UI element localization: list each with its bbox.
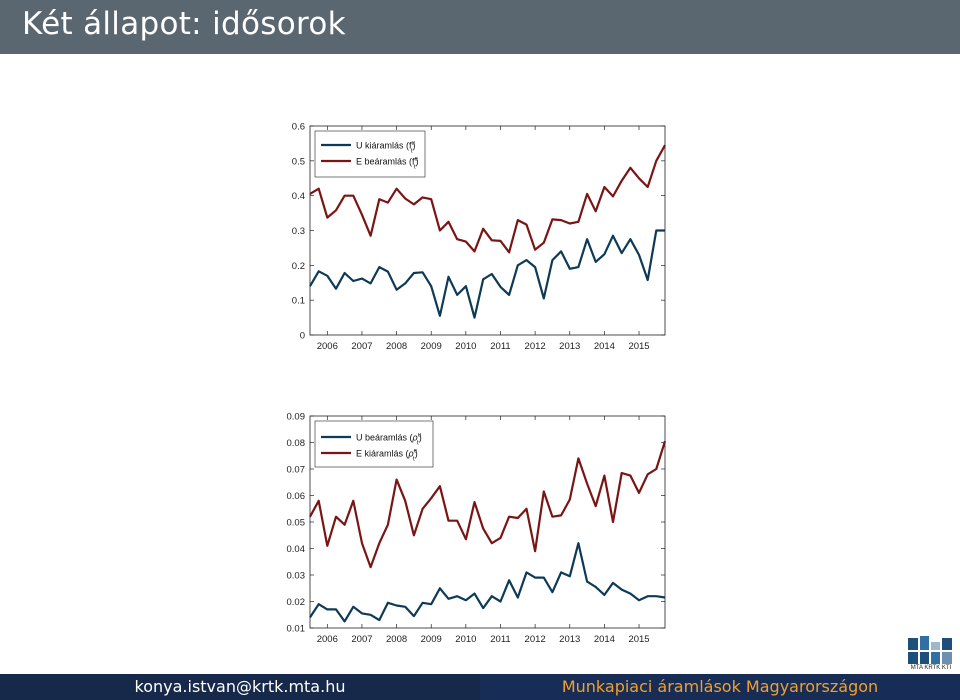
x-tick-label: 2012	[525, 634, 546, 645]
legend-label: U kiáramlás (fu t)	[356, 141, 416, 155]
y-tick-label: 0.6	[292, 122, 305, 133]
footer-presentation-title: Munkapiaci áramlások Magyarországon	[480, 674, 960, 700]
legend-label: E beáramlás (fe t)	[356, 157, 419, 171]
y-tick-label: 0.02	[287, 597, 306, 608]
logo-text: MTA KRTK KTI	[910, 665, 952, 671]
x-tick-label: 2012	[525, 341, 546, 352]
y-tick-label: 0.09	[287, 412, 306, 423]
x-tick-label: 2009	[421, 341, 442, 352]
x-tick-label: 2014	[594, 634, 615, 645]
mta-krtk-kti-logo	[908, 636, 952, 664]
y-tick-label: 0.03	[287, 571, 306, 582]
series-line-2	[309, 144, 666, 254]
y-tick-label: 0.2	[292, 261, 305, 272]
series-line-2	[309, 440, 667, 569]
y-tick-label: 0.3	[292, 226, 305, 237]
x-tick-label: 2011	[490, 634, 510, 645]
y-tick-label: 0.04	[287, 544, 306, 555]
legend-label: U beáramlás (ρu t)	[356, 433, 422, 447]
x-tick-label: 2007	[351, 341, 372, 352]
y-tick-label: 0.01	[287, 624, 306, 635]
legend-label: E kiáramlás (ρe t)	[356, 449, 418, 463]
chart-top: 0 0.1 0.2 0.3 0.4 0.5 0.6 2006 2007 2008 2009 2010 2…	[292, 122, 666, 352]
series-line-1	[309, 229, 665, 319]
y-tick-label: 0.4	[292, 191, 305, 202]
legend-box	[314, 420, 434, 468]
chart-bottom: 0.01 0.02 0.03 0.04 0.05 0.06 0.07 0.08 0.09 2006…	[287, 412, 667, 645]
x-tick-label: 2014	[594, 341, 615, 352]
y-tick-label: 0.1	[292, 296, 305, 307]
series-line-1	[309, 542, 666, 623]
x-tick-label: 2006	[317, 634, 338, 645]
x-tick-label: 2015	[628, 341, 649, 352]
x-tick-label: 2009	[421, 634, 442, 645]
x-tick-label: 2008	[386, 634, 407, 645]
y-tick-label: 0.05	[287, 518, 306, 529]
y-tick-label: 0	[300, 331, 305, 342]
y-tick-label: 0.07	[287, 465, 306, 476]
y-tick-label: 0.08	[287, 438, 306, 449]
x-tick-label: 2011	[490, 341, 510, 352]
y-tick-label: 0.5	[292, 156, 305, 167]
legend-box	[314, 130, 426, 178]
title-bar: Két állapot: idősorok	[0, 0, 960, 54]
slide-title: Két állapot: idősorok	[22, 6, 346, 42]
x-tick-label: 2007	[351, 634, 372, 645]
x-tick-label: 2008	[386, 341, 407, 352]
x-tick-label: 2006	[317, 341, 338, 352]
x-tick-label: 2013	[559, 634, 580, 645]
x-tick-label: 2010	[455, 341, 476, 352]
x-tick-label: 2013	[559, 341, 580, 352]
y-tick-label: 0.06	[287, 491, 306, 502]
x-tick-label: 2010	[455, 634, 476, 645]
x-tick-label: 2015	[628, 634, 649, 645]
footer-email: konya.istvan@krtk.mta.hu	[0, 674, 480, 700]
